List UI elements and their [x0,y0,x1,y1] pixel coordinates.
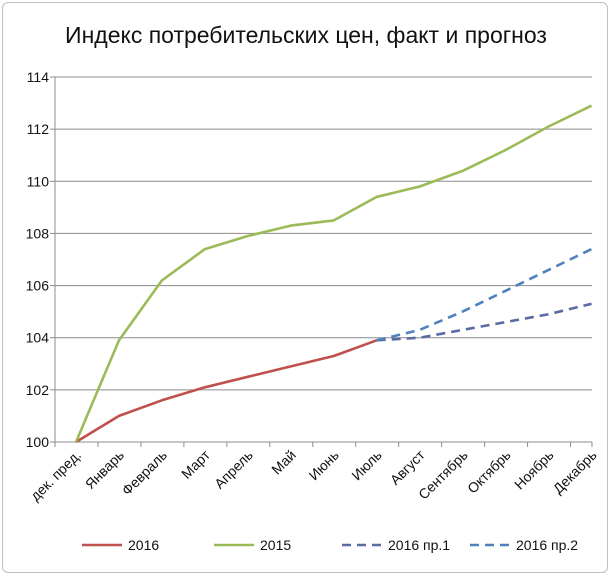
grid-lines [55,76,592,443]
x-tick-label: Август [387,446,429,488]
x-tick-label: дек. пред. [27,447,84,504]
legend: 2016 2015 2016 пр.1 2016 пр.2 [82,537,578,553]
x-tick-label: Декабрь [550,447,600,497]
y-tick-label: 110 [27,173,50,189]
y-tick-label: 112 [27,121,50,137]
x-tick-label: Февраль [118,447,170,499]
y-tick-label: 114 [27,69,50,85]
x-tick-label: Май [268,447,299,478]
y-tick-label: 104 [26,330,50,346]
y-tick-label: 108 [26,225,50,241]
x-tick-label: Июль [348,447,385,484]
x-tick-label: Март [178,446,213,481]
y-tick-label: 106 [26,278,50,294]
series-line-2 [376,302,592,342]
x-tick-label: Июнь [305,447,341,483]
legend-label: 2016 [128,537,159,553]
y-tick-labels: 100 102 104 106 108 110 112 114 [26,69,50,450]
series-line-3 [376,247,593,342]
series-line-1 [74,104,593,443]
chart-frame [2,2,608,573]
y-tick-label: 102 [26,382,50,398]
series-lines [74,104,593,444]
x-tick-label: Октябрь [464,447,514,497]
legend-label: 2016 пр.2 [516,537,578,553]
legend-label: 2015 [260,537,291,553]
y-tick-label: 100 [26,434,50,450]
axes [50,76,593,447]
x-tick-label: Апрель [211,447,256,492]
legend-label: 2016 пр.1 [388,537,450,553]
chart-title: Индекс потребительских цен, факт и прогн… [65,22,547,48]
series-line-0 [75,339,378,444]
